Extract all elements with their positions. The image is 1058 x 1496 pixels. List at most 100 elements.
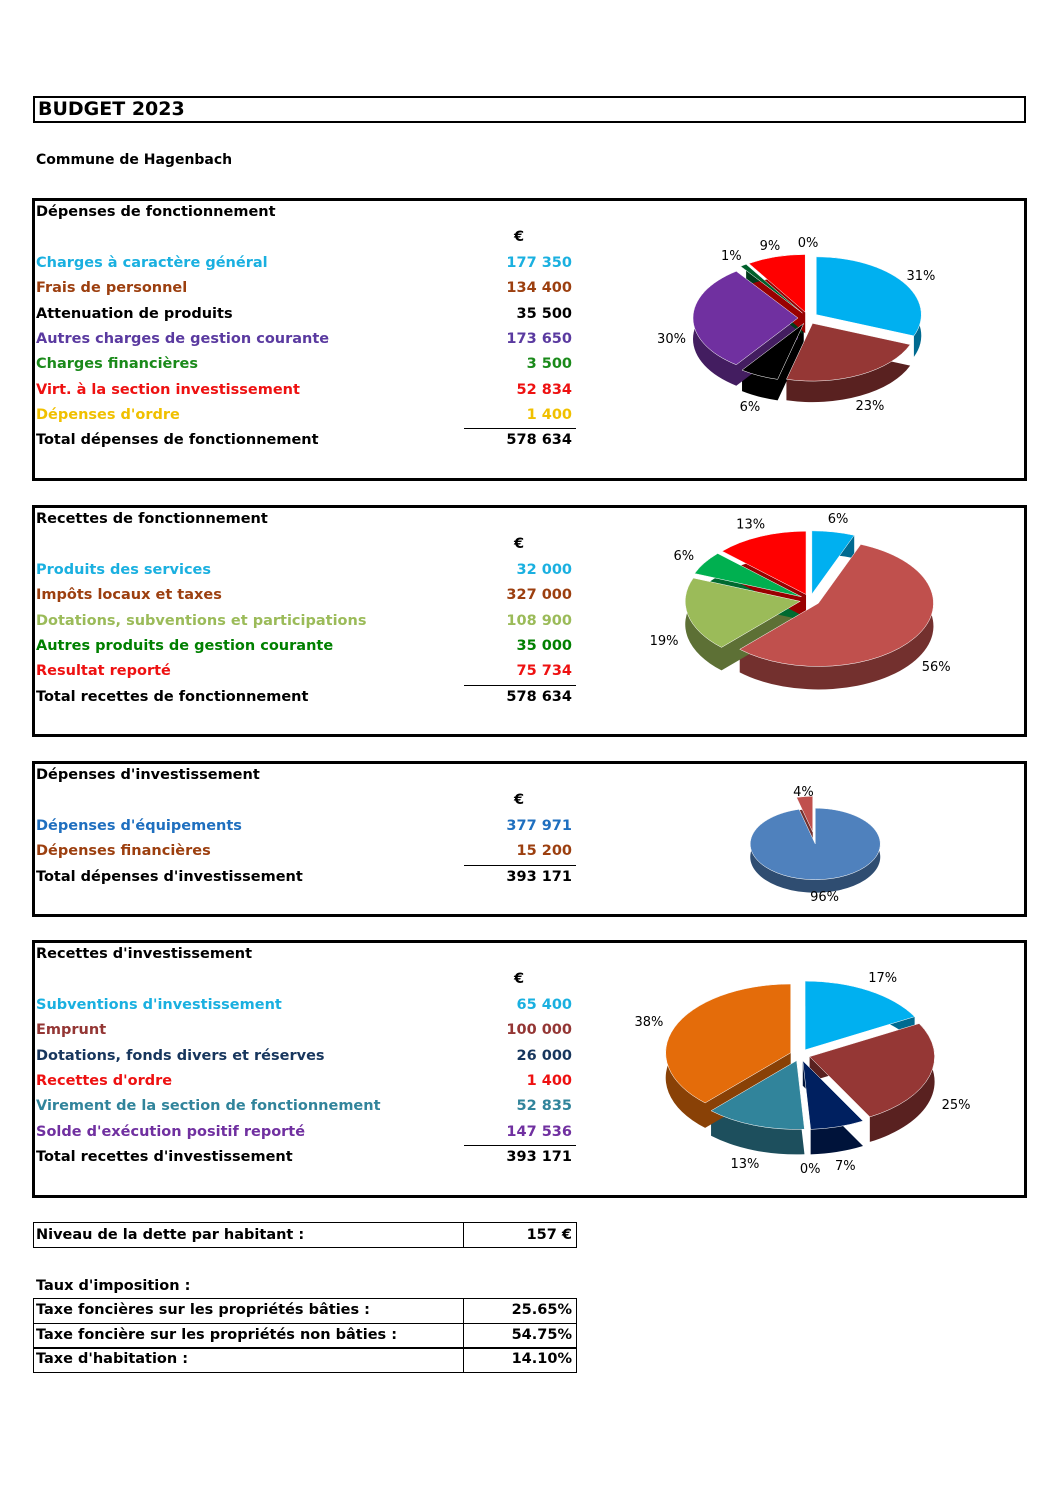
- pie-slice: [816, 256, 922, 337]
- pie-label: 23%: [856, 399, 885, 414]
- row-label: Dotations, fonds divers et réserves: [36, 1047, 325, 1064]
- row-value: 1 400: [526, 406, 572, 423]
- pie-label: 19%: [650, 634, 679, 649]
- tax-row: [33, 1347, 577, 1374]
- row-value: 52 835: [516, 1098, 573, 1115]
- total-value: 393 171: [506, 868, 572, 885]
- pie-label: 13%: [731, 1157, 760, 1172]
- row-value: 35 500: [516, 305, 573, 322]
- debt-box: [33, 1222, 577, 1248]
- total-label: Total dépenses d'investissement: [36, 868, 303, 885]
- pie-label: 17%: [868, 971, 897, 986]
- pie-label: 6%: [673, 549, 694, 564]
- pie-label: 6%: [828, 512, 849, 527]
- currency: €: [514, 792, 525, 808]
- row-label: Emprunt: [36, 1022, 107, 1039]
- debt-divider: [463, 1222, 464, 1248]
- total-value: 578 634: [506, 688, 572, 705]
- total-label: Total recettes d'investissement: [36, 1148, 293, 1165]
- pie-label: 4%: [793, 785, 814, 800]
- tax-value: 25.65%: [511, 1302, 572, 1318]
- row-label: Dépenses d'ordre: [36, 406, 180, 423]
- row-value: 32 000: [516, 562, 573, 578]
- row-value: 65 400: [516, 997, 573, 1013]
- pie-label: 13%: [736, 518, 765, 533]
- pie-label: 31%: [906, 269, 935, 284]
- pie-slice: [665, 983, 791, 1104]
- pie-slice: [741, 323, 804, 380]
- row-label: Subventions d'investissement: [36, 997, 282, 1013]
- total-label: Total recettes de fonctionnement: [36, 688, 309, 705]
- total-label: Total dépenses de fonctionnement: [36, 432, 319, 449]
- pie-slice: [710, 1060, 805, 1130]
- pie-label: 1%: [721, 249, 742, 264]
- pie-label: 38%: [634, 1015, 663, 1030]
- pie-slice-side: [711, 1060, 805, 1155]
- pie-label: 0%: [800, 1162, 821, 1177]
- row-label: Autres charges de gestion courante: [36, 330, 330, 347]
- taxes-title: Taux d'imposition :: [36, 1278, 191, 1294]
- pie-label: 25%: [942, 1098, 971, 1113]
- row-value: 134 400: [506, 280, 572, 297]
- tax-label: Taxe foncières sur les propriétés bâties…: [36, 1302, 370, 1318]
- row-value: 100 000: [506, 1022, 572, 1039]
- row-value: 75 734: [516, 663, 573, 680]
- row-label: Recettes d'ordre: [36, 1072, 173, 1089]
- row-label: Solde d'exécution positif reporté: [36, 1123, 306, 1140]
- currency: €: [514, 536, 525, 552]
- debt-value: 157 €: [526, 1227, 572, 1243]
- row-label: Dépenses d'équipements: [36, 818, 242, 834]
- pie-slice-side: [739, 544, 934, 690]
- row-label: Virt. à la section investissement: [36, 381, 300, 398]
- pie-slice: [802, 1060, 864, 1130]
- pie-slice-side: [685, 578, 801, 671]
- row-label: Resultat reporté: [36, 663, 171, 680]
- pie-label: 9%: [760, 239, 781, 254]
- total-rule: [464, 1144, 576, 1146]
- section-box: [32, 761, 1027, 917]
- row-value: 147 536: [506, 1123, 572, 1140]
- section-title: Recettes d'investissement: [36, 946, 253, 962]
- tax-divider: [463, 1298, 464, 1324]
- pie-slice-side: [742, 323, 804, 401]
- row-value: 3 500: [526, 356, 572, 373]
- section-title: Dépenses d'investissement: [36, 767, 260, 783]
- section-box: [32, 505, 1027, 737]
- pie-slice: [748, 254, 806, 313]
- pie-slice: [721, 530, 807, 595]
- pie-slice: [692, 270, 799, 366]
- row-value: 327 000: [506, 587, 572, 604]
- pie-slice: [786, 323, 911, 382]
- row-value: 15 200: [516, 843, 573, 860]
- row-label: Impôts locaux et taxes: [36, 587, 222, 604]
- tax-divider: [463, 1347, 464, 1374]
- commune: Commune de Hagenbach: [36, 152, 233, 168]
- pie-label: 96%: [810, 890, 839, 905]
- row-value: 177 350: [506, 255, 572, 271]
- row-label: Autres produits de gestion courante: [36, 637, 334, 654]
- pie-label: 30%: [657, 332, 686, 347]
- title: BUDGET 2023: [38, 98, 185, 120]
- pie-slice: [796, 796, 813, 833]
- pie-slice: [739, 544, 934, 667]
- row-label: Virement de la section de fonctionnement: [36, 1098, 381, 1115]
- row-value: 108 900: [506, 612, 572, 629]
- pie-slice: [811, 530, 855, 595]
- total-rule: [464, 428, 576, 430]
- pie-slice: [804, 980, 916, 1051]
- pie-slice: [684, 577, 801, 648]
- section-box: [32, 940, 1027, 1198]
- row-label: Produits des services: [36, 562, 212, 578]
- tax-value: 14.10%: [511, 1351, 572, 1368]
- section-title: Dépenses de fonctionnement: [36, 204, 276, 220]
- total-value: 578 634: [506, 432, 572, 449]
- row-label: Dépenses financières: [36, 843, 211, 860]
- row-value: 26 000: [516, 1047, 573, 1064]
- total-rule: [464, 684, 576, 686]
- pie-label: 7%: [835, 1159, 856, 1174]
- row-label: Charges financières: [36, 356, 198, 373]
- row-value: 173 650: [506, 330, 572, 347]
- row-label: Dotations, subventions et participations: [36, 612, 367, 629]
- currency: €: [514, 971, 525, 987]
- row-label: Frais de personnel: [36, 280, 188, 297]
